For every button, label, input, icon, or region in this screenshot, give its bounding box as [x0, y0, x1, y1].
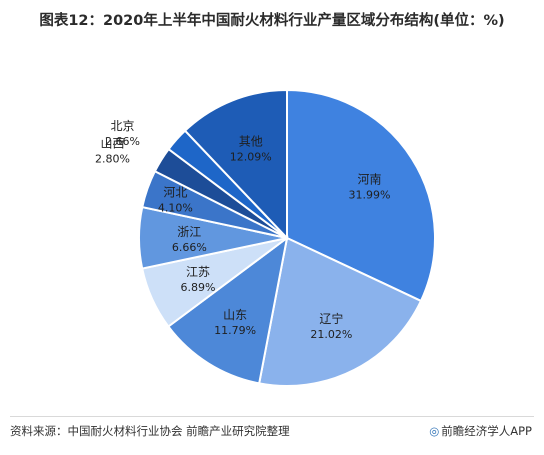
slice-value-2: 21.02% [310, 328, 352, 341]
pie-slice-2 [258, 236, 423, 387]
chart-title: 图表12：2020年上半年中国耐火材料行业产量区域分布结构(单位：%) [39, 13, 505, 29]
pie-labels: 河南 31.99% 辽宁 21.02% 山东 11.79% 江苏 6.89% 浙江 6.66% 河北… [95, 119, 390, 341]
pie-slice-1 [286, 88, 436, 303]
slice-value-8: 2.66% [105, 135, 140, 148]
pie-slice-3 [166, 235, 289, 385]
slice-label-4: 江苏 [186, 265, 210, 279]
slice-value-5: 6.66% [172, 241, 207, 254]
pie-slice-9 [183, 88, 288, 241]
slice-label-7: 山西 [100, 137, 124, 151]
slice-label-1: 河南 [357, 172, 381, 187]
slice-label-3: 山东 [223, 308, 247, 322]
source-note: 资料来源：中国耐火材料行业协会 前瞻产业研究院整理 [10, 424, 290, 438]
slice-value-7: 2.80% [95, 153, 130, 166]
slice-label-8: 北京 [110, 119, 134, 133]
slice-value-9: 12.09% [230, 150, 272, 163]
brand-name: 前瞻经济学人APP [441, 424, 532, 438]
slice-label-6: 河北 [163, 186, 187, 200]
slice-label-9: 其他 [239, 134, 263, 148]
brand-logo-icon: ◎ [429, 424, 440, 438]
slice-value-4: 6.89% [181, 281, 216, 294]
footer-divider [10, 416, 534, 417]
slice-value-6: 4.10% [158, 202, 193, 215]
slice-label-5: 浙江 [177, 225, 201, 239]
slice-value-3: 11.79% [214, 324, 256, 337]
slice-value-1: 31.99% [348, 189, 390, 202]
pie-slices [138, 88, 436, 387]
brand-note: ◎ 前瞻经济学人APP [429, 423, 532, 439]
slice-label-2: 辽宁 [319, 311, 343, 326]
